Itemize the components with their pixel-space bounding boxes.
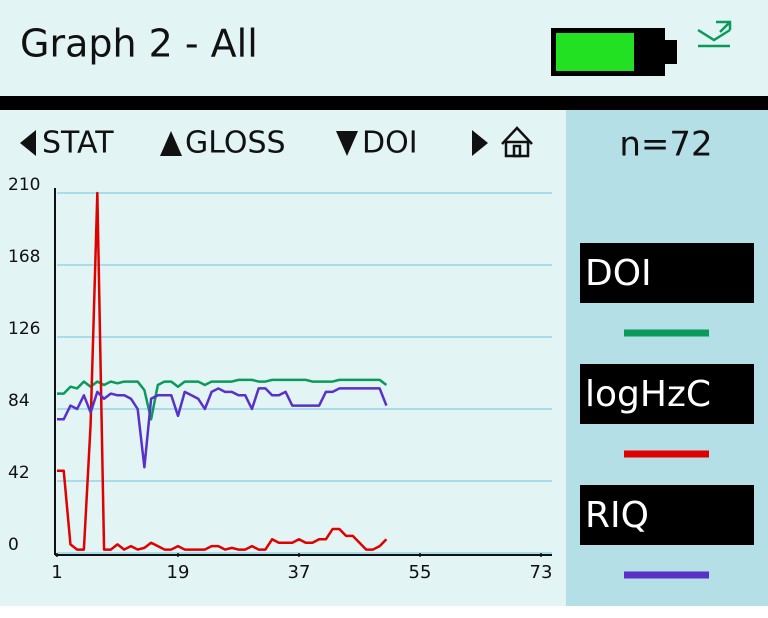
x-tick-label: 19 [167,562,190,583]
home-icon[interactable] [501,126,533,158]
y-tick-label: 42 [8,463,30,483]
legend-label: logHzC [585,374,711,415]
y-tick-label: 168 [8,247,40,267]
y-tick-label: 84 [8,391,30,411]
y-tick-label: 126 [8,319,40,339]
nav-label[interactable]: DOI [362,126,418,161]
series-line [57,378,388,421]
x-tick-label: 55 [409,562,432,583]
series-line [57,191,388,551]
screen-title: Graph 2 - All [20,22,258,66]
nav-label[interactable]: STAT [42,126,114,161]
y-tick-label: 0 [8,535,19,555]
legend-box [580,364,754,424]
nav-up-arrow[interactable] [160,131,182,156]
legend-box [580,485,754,545]
y-tick-label: 210 [8,175,40,195]
x-tick-label: 73 [530,562,553,583]
series-line [57,387,388,469]
nav-label[interactable]: GLOSS [185,126,286,161]
legend-label: DOI [585,253,652,294]
export-icon [697,20,732,48]
nav-down-arrow[interactable] [336,131,358,156]
header-divider [0,96,768,110]
nav-left-arrow[interactable] [20,130,36,156]
legend-box [580,243,754,303]
battery-icon [551,28,677,76]
x-tick-label: 1 [51,562,62,583]
legend-label: RIQ [585,495,649,536]
sample-count: n=72 [619,125,712,165]
nav-right-arrow[interactable] [472,130,488,156]
x-tick-label: 37 [288,562,311,583]
